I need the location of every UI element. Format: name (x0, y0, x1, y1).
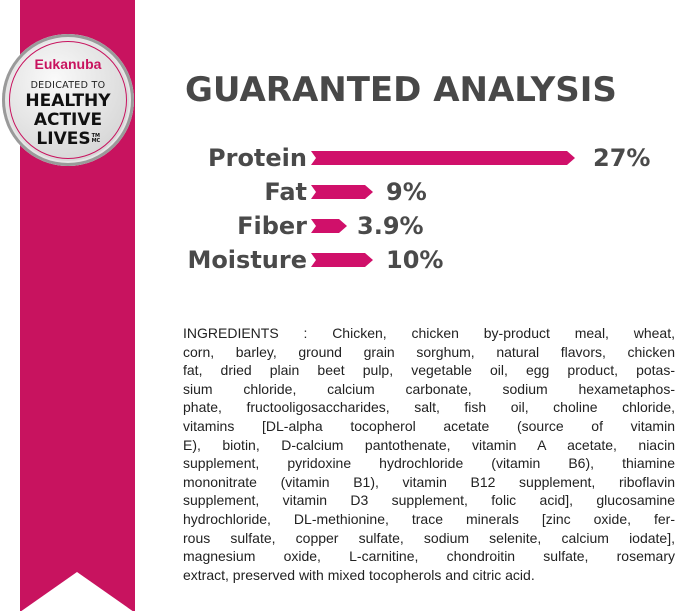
analysis-row-moisture: Moisture 10% (0, 245, 679, 275)
slogan-line: HEALTHY (25, 91, 111, 111)
eukanuba-badge-logo: Eukanuba DEDICATED TO HEALTHY ACTIVE LIV… (2, 34, 134, 166)
badge-ring (9, 41, 127, 159)
badge-slogan: HEALTHY ACTIVE LIVESTM MC (2, 92, 134, 149)
ingredients-line: vitamins [DL-alpha tocopherol acetate (s… (183, 417, 675, 434)
brand-name: Eukanuba (34, 56, 102, 72)
analysis-bar (311, 253, 373, 267)
analysis-row-fiber: Fiber 3.9% (0, 211, 679, 241)
analysis-value: 9% (386, 178, 427, 206)
analysis-value: 3.9% (357, 212, 424, 240)
analysis-label: Moisture (187, 246, 307, 274)
ingredients-line: hydrochloride, DL-methionine, trace mine… (183, 510, 675, 527)
ingredients-line: extract, preserved with mixed tocopherol… (183, 566, 535, 583)
analysis-bar (311, 151, 575, 165)
ingredients-line: sium chloride, calcium carbonate, sodium… (183, 380, 675, 397)
ingredients-line: mononitrate (vitamin B1), vitamin B12 su… (183, 473, 675, 490)
ingredients-line: supplement, vitamin D3 supplement, folic… (183, 492, 675, 509)
slogan-line: ACTIVE (33, 110, 103, 130)
ingredients-line: fat, dried plain beet pulp, vegetable oi… (183, 362, 675, 379)
analysis-bar (311, 185, 373, 199)
ingredients-line: phate, fructooligosaccharides, salt, fis… (183, 399, 675, 416)
ingredients-line: corn, barley, ground grain sorghum, natu… (183, 343, 675, 360)
analysis-label: Fiber (237, 212, 307, 240)
ingredients-line: magnesium oxide, L-carnitine, chondroiti… (183, 548, 675, 565)
badge-dedicated: DEDICATED TO (30, 80, 106, 91)
analysis-value: 10% (386, 246, 444, 274)
ingredients-line: rous sulfate, copper sulfate, sodium sel… (183, 529, 675, 546)
page-title: GUARANTED ANALYSIS (185, 70, 617, 110)
analysis-value: 27% (593, 144, 651, 172)
ingredients-text: INGREDIENTS : Chicken, chicken by-produc… (183, 324, 675, 584)
ingredients-line: INGREDIENTS : Chicken, chicken by-produc… (183, 325, 675, 341)
ingredients-line: supplement, pyridoxine hydrochloride (vi… (183, 455, 675, 472)
analysis-bar (311, 219, 347, 233)
slogan-line: LIVES (36, 129, 91, 149)
slogan-line-with-mark: LIVESTM MC (2, 130, 134, 149)
analysis-label: Fat (264, 178, 307, 206)
analysis-row-protein: Protein 27% (0, 143, 679, 173)
analysis-row-fat: Fat 9% (0, 177, 679, 207)
analysis-label: Protein (208, 144, 307, 172)
trademark-mark: TM MC (91, 133, 101, 144)
ingredients-line: E), biotin, D-calcium pantothenate, vita… (183, 436, 675, 453)
